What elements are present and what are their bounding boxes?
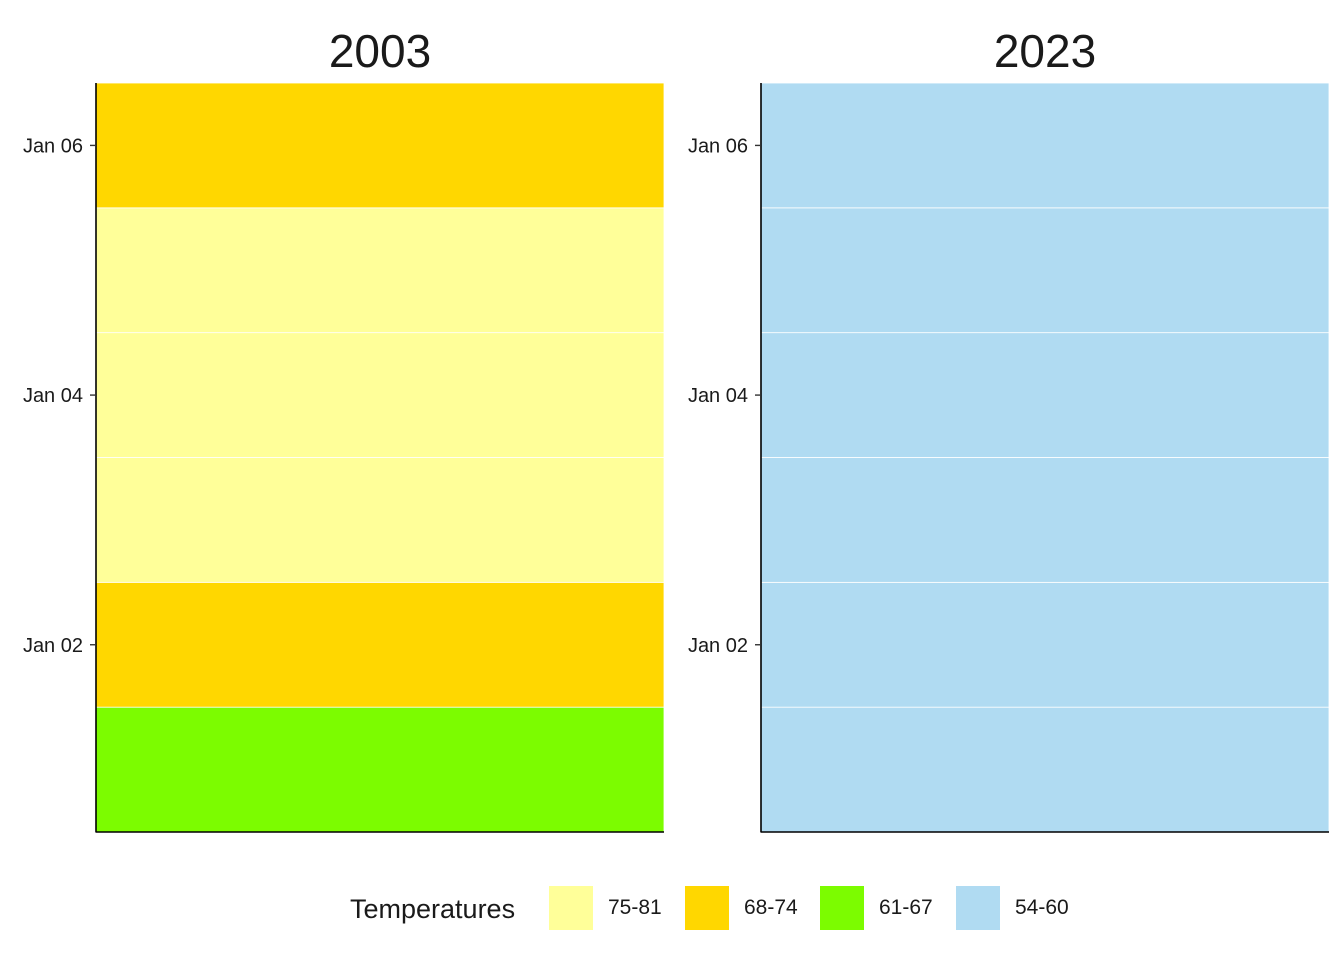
tile-2023-1 (760, 581, 1330, 708)
legend: Temperatures 75-81 68-74 61-67 54-60 (0, 886, 1344, 932)
legend-label-68-74: 68-74 (744, 896, 798, 919)
tile-2003-3 (95, 332, 665, 458)
tile-2003-0 (95, 706, 665, 833)
legend-label-54-60: 54-60 (1015, 896, 1069, 919)
legend-key-61-67 (820, 886, 864, 930)
facet-title-2003: 2003 (329, 25, 431, 77)
tile-2003-2 (95, 457, 665, 583)
tile-2023-5 (760, 82, 1330, 209)
y-tick-label-2003-1: Jan 04 (23, 385, 83, 407)
legend-label-75-81: 75-81 (608, 896, 662, 919)
legend-title: Temperatures (350, 894, 516, 924)
tile-2023-0 (760, 706, 1330, 833)
facet-title-2023: 2023 (994, 25, 1096, 77)
y-tick-label-2003-2: Jan 06 (23, 135, 83, 157)
tile-2003-5 (95, 82, 665, 209)
y-tick-label-2023-0: Jan 02 (688, 635, 748, 657)
y-tick-label-2003-0: Jan 02 (23, 635, 83, 657)
tile-2003-4 (95, 207, 665, 334)
legend-key-68-74 (685, 886, 729, 930)
tile-2023-2 (760, 457, 1330, 583)
y-tick-label-2023-1: Jan 04 (688, 385, 748, 407)
legend-key-54-60 (956, 886, 1000, 930)
y-tick-label-2023-2: Jan 06 (688, 135, 748, 157)
legend-key-75-81 (549, 886, 593, 930)
tile-2003-1 (95, 581, 665, 708)
legend-label-61-67: 61-67 (879, 896, 933, 919)
tile-2023-3 (760, 332, 1330, 458)
tile-2023-4 (760, 207, 1330, 334)
